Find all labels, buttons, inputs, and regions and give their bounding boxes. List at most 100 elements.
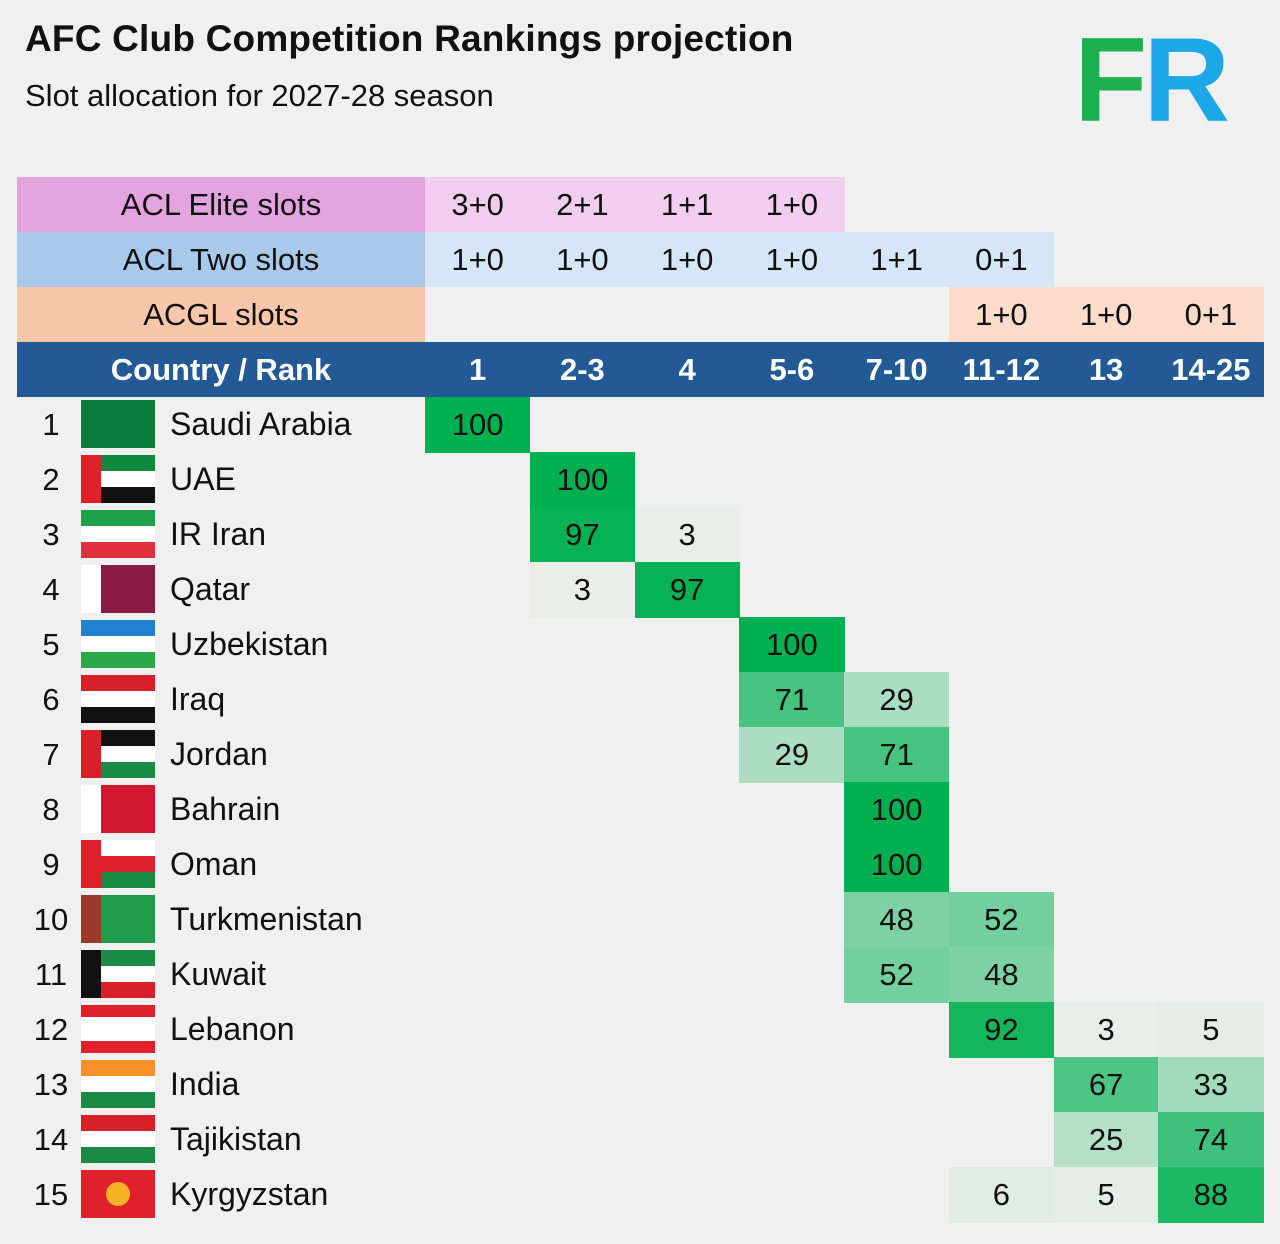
flag-hoist bbox=[81, 455, 101, 503]
flag-stripe bbox=[81, 652, 155, 668]
flag-stripe bbox=[81, 1131, 155, 1147]
flag-stripe bbox=[81, 707, 155, 723]
flag-hoist bbox=[81, 785, 101, 833]
probability-cell: 100 bbox=[425, 397, 531, 453]
probability-cell: 5 bbox=[1053, 1167, 1159, 1223]
slot-value: 0+1 bbox=[1158, 287, 1264, 342]
flag-hoist bbox=[81, 840, 101, 888]
slot-value: 1+0 bbox=[425, 232, 531, 287]
slot-value: 1+0 bbox=[739, 232, 845, 287]
probability-cell: 100 bbox=[739, 617, 845, 673]
column-header-rank: 4 bbox=[634, 342, 740, 397]
country-name: Bahrain bbox=[170, 791, 281, 827]
flag-hoist bbox=[81, 950, 101, 998]
flag-stripe bbox=[81, 1076, 155, 1092]
slot-value: 3+0 bbox=[425, 177, 531, 232]
probability-cell: 52 bbox=[844, 947, 950, 1003]
rank-number: 13 bbox=[33, 1066, 69, 1102]
probability-cell: 100 bbox=[844, 782, 950, 838]
rank-number: 5 bbox=[42, 626, 60, 662]
probability-cell: 48 bbox=[844, 892, 950, 948]
country-flag bbox=[81, 950, 155, 998]
probability-cell: 29 bbox=[844, 672, 950, 728]
flag-stripe bbox=[81, 636, 155, 652]
flag-stripe bbox=[81, 1092, 155, 1108]
flag-stripe bbox=[81, 1017, 155, 1029]
country-flag bbox=[81, 730, 155, 778]
probability-cell: 3 bbox=[1053, 1002, 1159, 1058]
probability-cell: 71 bbox=[844, 727, 950, 783]
probability-cell: 29 bbox=[739, 727, 845, 783]
probability-cell: 6 bbox=[948, 1167, 1054, 1223]
slot-value: 0+1 bbox=[948, 232, 1054, 287]
country-name: Kyrgyzstan bbox=[170, 1176, 329, 1212]
country-name: India bbox=[170, 1066, 240, 1102]
rank-number: 15 bbox=[33, 1176, 69, 1212]
column-header-rank: 2-3 bbox=[529, 342, 635, 397]
slot-value: 1+0 bbox=[529, 232, 635, 287]
flag-stripe bbox=[81, 526, 155, 542]
column-header-rank: 7-10 bbox=[844, 342, 950, 397]
flag-stripe bbox=[81, 1115, 155, 1131]
probability-cell: 97 bbox=[634, 562, 740, 618]
rank-number: 6 bbox=[42, 681, 60, 717]
flag-stripe bbox=[81, 1147, 155, 1163]
column-header-rank: 1 bbox=[425, 342, 531, 397]
chart-subtitle: Slot allocation for 2027-28 season bbox=[25, 78, 494, 113]
probability-cell: 100 bbox=[844, 837, 950, 893]
country-name: Tajikistan bbox=[170, 1121, 302, 1157]
probability-cell: 25 bbox=[1053, 1112, 1159, 1168]
flag-stripe bbox=[81, 510, 155, 526]
flag-hoist bbox=[81, 730, 101, 778]
rank-number: 9 bbox=[42, 846, 60, 882]
probability-cell: 74 bbox=[1158, 1112, 1264, 1168]
column-header-country-rank: Country / Rank bbox=[17, 342, 425, 397]
country-name: Iraq bbox=[170, 681, 226, 717]
rank-number: 4 bbox=[42, 571, 60, 607]
country-name: Oman bbox=[170, 846, 258, 882]
rank-number: 1 bbox=[42, 406, 60, 442]
country-flag bbox=[81, 840, 155, 888]
slot-value: 1+0 bbox=[948, 287, 1054, 342]
country-name: Saudi Arabia bbox=[170, 406, 352, 442]
flag-hoist bbox=[81, 565, 101, 613]
slot-row-label: ACL Two slots bbox=[17, 232, 425, 287]
rank-number: 12 bbox=[33, 1011, 69, 1047]
country-name: IR Iran bbox=[170, 516, 267, 552]
country-flag bbox=[81, 400, 155, 448]
country-flag bbox=[81, 785, 155, 833]
flag-stripe bbox=[81, 1041, 155, 1053]
probability-cell: 3 bbox=[529, 562, 635, 618]
slot-value: 1+1 bbox=[634, 177, 740, 232]
probability-cell: 71 bbox=[739, 672, 845, 728]
flag-stripe bbox=[81, 1005, 155, 1017]
country-name: Jordan bbox=[170, 736, 268, 772]
flag-stripe bbox=[81, 620, 155, 636]
column-header-rank: 11-12 bbox=[948, 342, 1054, 397]
column-header-rank: 13 bbox=[1053, 342, 1159, 397]
probability-cell: 88 bbox=[1158, 1167, 1264, 1223]
flag-stripe bbox=[81, 542, 155, 558]
country-flag bbox=[81, 1060, 155, 1108]
probability-cell: 100 bbox=[529, 452, 635, 508]
rank-number: 3 bbox=[42, 516, 60, 552]
slot-value: 1+0 bbox=[739, 177, 845, 232]
flag-stripe bbox=[81, 1029, 155, 1041]
rank-number: 11 bbox=[34, 956, 68, 992]
flag-stripe bbox=[81, 1060, 155, 1076]
country-name: Kuwait bbox=[170, 956, 267, 992]
flag-stripe bbox=[81, 691, 155, 707]
country-flag bbox=[81, 620, 155, 668]
chart-title: AFC Club Competition Rankings projection bbox=[25, 18, 794, 59]
country-name: Qatar bbox=[170, 571, 251, 607]
rank-number: 10 bbox=[33, 901, 69, 937]
country-flag bbox=[81, 1005, 155, 1053]
probability-cell: 52 bbox=[948, 892, 1054, 948]
probability-cell: 97 bbox=[529, 507, 635, 563]
country-name: Uzbekistan bbox=[170, 626, 329, 662]
country-flag bbox=[81, 675, 155, 723]
flag-stripe bbox=[81, 400, 155, 448]
country-name: UAE bbox=[170, 461, 236, 497]
rank-number: 14 bbox=[33, 1121, 69, 1157]
probability-cell: 5 bbox=[1158, 1002, 1264, 1058]
